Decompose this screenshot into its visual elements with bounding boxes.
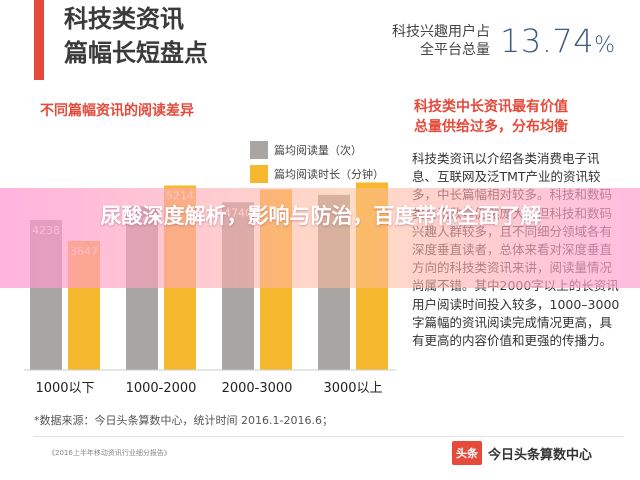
share-label-line2: 全平台总量 (420, 41, 490, 58)
overlay-title: 尿酸深度解析，影响与防治，百度带你全面了解 (100, 204, 542, 228)
report-footnote: 《2016上半年移动资讯行业细分报告》 (48, 449, 171, 457)
right-section-title-line1: 科技类中长资讯最有价值 (414, 99, 568, 115)
share-value-number: 13.74 (500, 22, 595, 60)
data-source-note: *数据来源：今日头条算数中心，统计时间 2016.1-2016.6； (34, 414, 333, 427)
legend-swatch-views (250, 141, 268, 159)
page-title-line1: 科技类资讯 (64, 5, 184, 33)
legend-item-views: 篇均阅读量（次） (250, 140, 384, 160)
legend-swatch-duration (250, 165, 268, 183)
legend-label-views: 篇均阅读量（次） (274, 144, 362, 157)
share-value: 13.74% (500, 22, 616, 60)
logo-badge: 头条 (452, 441, 482, 465)
legend-label-duration: 篇均阅读时长（分钟） (274, 168, 384, 181)
page-title-line2: 篇幅长短盘点 (64, 39, 208, 67)
right-section-title-line2: 总量供给过多，分布均衡 (414, 118, 568, 135)
logo-text: 今日头条算数中心 (488, 447, 593, 463)
legend-item-duration: 篇均阅读时长（分钟） (250, 164, 384, 184)
x-tick-label-3: 3000以上 (323, 381, 382, 396)
x-tick-label-0: 1000以下 (35, 381, 94, 396)
header-accent-bar (34, 0, 44, 80)
overlay-banner (0, 188, 640, 288)
right-section-title: 科技类中长资讯最有价值 总量供给过多，分布均衡 (414, 98, 568, 137)
brand-logo: 头条 今日头条算数中心 (452, 440, 592, 466)
share-value-unit: % (594, 33, 616, 58)
left-section-title: 不同篇幅资讯的阅读差异 (40, 103, 194, 119)
share-label: 科技兴趣用户占 全平台总量 (360, 24, 490, 59)
chart-legend: 篇均阅读量（次） 篇均阅读时长（分钟） (250, 140, 384, 188)
x-tick-label-2: 2000-3000 (222, 381, 293, 396)
footer-divider (34, 436, 624, 437)
share-label-line1: 科技兴趣用户占 (392, 24, 490, 40)
x-tick-label-1: 1000-2000 (126, 381, 197, 396)
